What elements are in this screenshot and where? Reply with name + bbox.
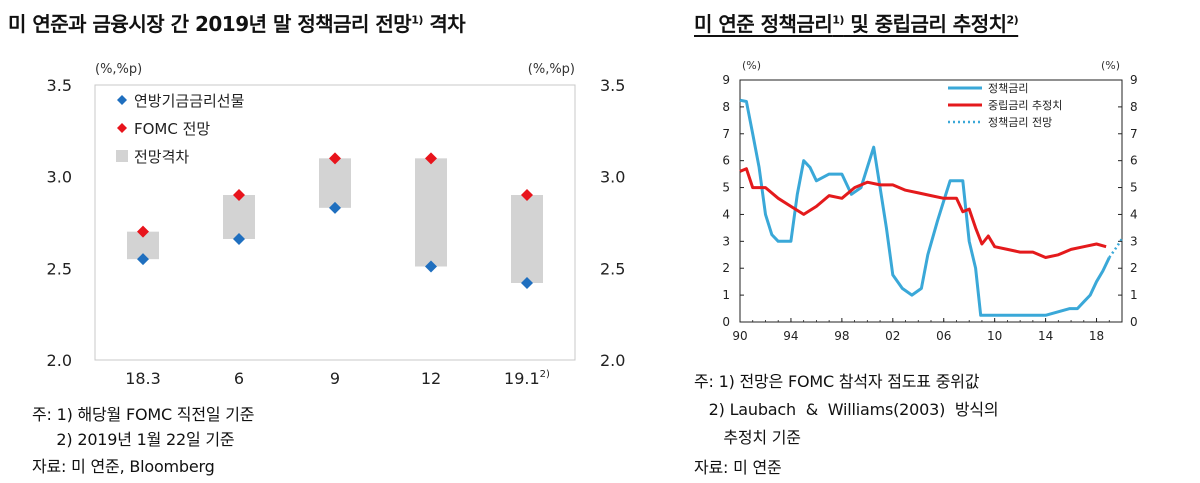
gap-chart-xtick: 6 <box>234 369 244 388</box>
right-note-2: 2) Laubach & Williams(2003) 방식의 <box>694 400 999 419</box>
gap-chart-xtick: 9 <box>330 369 340 388</box>
futures-point <box>521 277 533 289</box>
fomc-point <box>137 225 149 238</box>
policy-chart-ytick-right: 4 <box>1130 207 1138 221</box>
policy-chart-ytick-right: 0 <box>1130 315 1138 329</box>
futures-point <box>233 233 245 245</box>
legend-marker <box>117 123 127 133</box>
policy-chart-ytick-right: 8 <box>1130 100 1138 114</box>
policy-chart-ytick-left: 2 <box>722 261 730 275</box>
left-title-tail: 격차 <box>422 12 466 36</box>
right-title-sup1: 1) <box>832 13 844 27</box>
policy-chart-ytick-right: 3 <box>1130 234 1138 248</box>
futures-point <box>137 253 149 266</box>
futures-point <box>329 201 341 214</box>
policy-chart-ytick-left: 4 <box>722 207 730 221</box>
policy-chart-ytick-right: 5 <box>1130 181 1138 195</box>
gap-chart-ytick-right: 3.5 <box>600 76 625 95</box>
futures-point <box>425 260 437 273</box>
policy-chart-ytick-left: 0 <box>722 315 730 329</box>
right-title-text: 미 연준 정책금리 <box>694 12 833 36</box>
policy-chart-ytick-left: 3 <box>722 234 730 248</box>
fomc-point <box>233 189 245 201</box>
left-note-1: 주: 1) 해당월 FOMC 직전일 기준 <box>32 405 255 424</box>
right-title-mid: 및 중립금리 추정치 <box>843 12 1007 36</box>
right-chart-title: 미 연준 정책금리1) 및 중립금리 추정치2) <box>694 8 1019 37</box>
gap-chart-plot-frame <box>94 84 576 361</box>
fomc-point <box>521 189 533 201</box>
policy-chart-xtick: 90 <box>732 329 747 343</box>
right-note-1: 주: 1) 전망은 FOMC 참석자 점도표 중위값 <box>694 372 980 391</box>
policy-rate-chart-right-unit: (%) <box>1101 59 1120 72</box>
policy-rate-line <box>739 98 1111 317</box>
policy-chart-ytick-right: 6 <box>1130 154 1138 168</box>
legend-label: 정책금리 전망 <box>988 116 1052 129</box>
legend-label: 중립금리 추정치 <box>988 99 1062 112</box>
left-chart-title: 미 연준과 금융시장 간 2019년 말 정책금리 전망1) 격차 <box>8 8 466 37</box>
gap-chart-ytick-left: 2.0 <box>47 351 72 370</box>
gap-chart-xtick: 12 <box>421 369 441 388</box>
legend-label: FOMC 전망 <box>134 120 210 138</box>
policy-chart-xtick: 06 <box>936 329 951 343</box>
gap-chart-ytick-right: 2.0 <box>600 351 625 370</box>
policy-rate-chart-left-unit: (%) <box>742 59 761 72</box>
gap-chart-right-unit: (%,%p) <box>528 62 575 77</box>
policy-chart-xtick: 14 <box>1038 329 1053 343</box>
neutral-rate-line <box>739 167 1107 259</box>
left-source: 자료: 미 연준, Bloomberg <box>32 457 215 476</box>
legend-label: 연방기금금리선물 <box>134 92 244 110</box>
policy-chart-ytick-left: 6 <box>722 154 730 168</box>
policy-chart-ytick-left: 8 <box>722 100 730 114</box>
gap-chart-xtick: 19.12) <box>504 369 550 388</box>
left-title-text: 미 연준과 금융시장 간 2019년 말 정책금리 전망 <box>8 12 412 36</box>
gap-chart-ytick-left: 3.0 <box>47 168 72 187</box>
gap-chart-xtick: 18.3 <box>125 369 161 388</box>
gap-bar <box>319 158 351 208</box>
gap-chart-ytick-left: 2.5 <box>47 259 72 278</box>
policy-chart-ytick-left: 7 <box>722 127 730 141</box>
policy-chart-ytick-left: 9 <box>722 73 730 87</box>
gap-chart-left-unit: (%,%p) <box>95 62 142 77</box>
gap-chart-xtick-sup: 2) <box>540 369 550 380</box>
gap-chart-ytick-right: 2.5 <box>600 259 625 278</box>
legend-label: 전망격차 <box>134 148 189 166</box>
right-note-3: 추정치 기준 <box>694 428 801 447</box>
legend-label: 정책금리 <box>988 82 1028 95</box>
fomc-point <box>329 152 341 165</box>
gap-bar <box>415 158 447 267</box>
policy-rate-chart: 0 0 1 1 2 2 3 3 4 4 5 5 6 6 7 7 8 8 9 9 90 94 98 02 06 10 14 18 (%… <box>722 59 1138 343</box>
policy-chart-ytick-left: 5 <box>722 181 730 195</box>
policy-chart-xtick: 98 <box>834 329 849 343</box>
legend-marker <box>117 95 127 105</box>
policy-chart-ytick-right: 1 <box>1130 288 1138 302</box>
gap-bar <box>223 195 255 239</box>
gap-chart-ytick-left: 3.5 <box>47 76 72 95</box>
policy-chart-xtick: 10 <box>987 329 1002 343</box>
policy-chart-ytick-left: 1 <box>722 288 730 302</box>
right-source: 자료: 미 연준 <box>694 458 782 477</box>
policy-chart-xtick: 18 <box>1089 329 1104 343</box>
policy-chart-ytick-right: 9 <box>1130 73 1138 87</box>
left-title-sup: 1) <box>411 13 423 27</box>
gap-chart: 2.0 2.02.5 2.53.0 3.03.5 3.5 18.3 6 9 12 19.12) … <box>47 62 626 388</box>
legend-marker <box>116 150 128 162</box>
left-note-2: 2) 2019년 1월 22일 기준 <box>32 430 235 449</box>
gap-chart-ytick-right: 3.0 <box>600 168 625 187</box>
policy-chart-ytick-right: 7 <box>1130 127 1138 141</box>
policy-chart-ytick-right: 2 <box>1130 261 1138 275</box>
gap-bar <box>511 195 543 283</box>
fomc-point <box>425 152 437 165</box>
policy-chart-xtick: 02 <box>885 329 900 343</box>
policy-chart-xtick: 94 <box>783 329 798 343</box>
right-title-sup2: 2) <box>1006 13 1019 27</box>
